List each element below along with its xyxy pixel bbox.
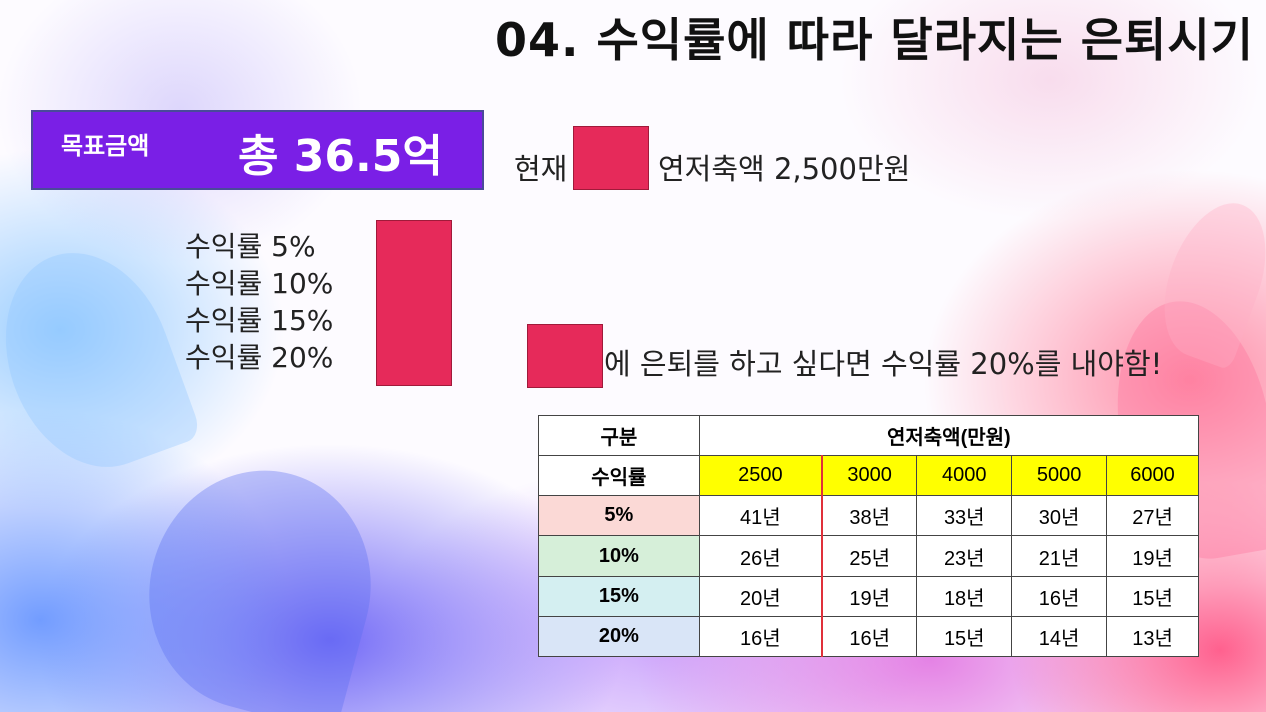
rate-blank-box [376, 220, 452, 386]
current-blank-box [573, 126, 649, 190]
corner-header: 구분 [538, 414, 700, 457]
savings-header: 2500 [698, 455, 823, 497]
rate-item: 수익률 15% [185, 304, 334, 337]
years-cell: 15년 [1106, 575, 1199, 617]
savings-header: 6000 [1106, 455, 1199, 497]
years-cell: 19년 [1106, 535, 1199, 577]
conclusion-blank-box [527, 324, 603, 388]
goal-label: 목표금액 [61, 132, 150, 160]
years-cell: 16년 [1011, 575, 1108, 617]
goal-amount-box: 목표금액 총 36.5억 [31, 110, 484, 190]
years-cell: 14년 [1011, 615, 1108, 658]
savings-group-header: 연저축액(만원) [698, 414, 1200, 457]
years-cell: 27년 [1106, 495, 1199, 537]
years-cell: 16년 [821, 615, 918, 658]
goal-value: 총 36.5억 [238, 131, 443, 182]
years-cell: 30년 [1011, 495, 1108, 537]
conclusion-text: 에 은퇴를 하고 싶다면 수익률 20%를 내야함! [604, 347, 1163, 381]
savings-header: 3000 [821, 455, 918, 497]
rate-cell: 5% [538, 495, 700, 537]
current-prefix: 현재 [514, 152, 568, 186]
years-cell: 18년 [916, 575, 1013, 617]
rate-item: 수익률 10% [185, 267, 334, 300]
years-cell: 15년 [916, 615, 1013, 658]
rate-item: 수익률 20% [185, 341, 334, 374]
rate-cell: 10% [538, 535, 700, 577]
years-cell: 25년 [821, 535, 918, 577]
years-cell: 19년 [821, 575, 918, 617]
current-savings-text: 연저축액 2,500만원 [658, 152, 911, 186]
years-cell: 38년 [821, 495, 918, 537]
years-cell: 23년 [916, 535, 1013, 577]
years-cell: 41년 [698, 495, 823, 537]
rate-cell: 15% [538, 575, 700, 617]
table-row: 20% 16년 16년 15년 14년 13년 [538, 615, 1199, 658]
years-cell: 16년 [698, 615, 823, 658]
rate-item: 수익률 5% [185, 230, 316, 263]
years-cell: 33년 [916, 495, 1013, 537]
table-row: 15% 20년 19년 18년 16년 15년 [538, 575, 1199, 617]
page-title: 04. 수익률에 따라 달라지는 은퇴시기 [494, 13, 1254, 67]
years-cell: 20년 [698, 575, 823, 617]
table-row: 5% 41년 38년 33년 30년 27년 [538, 495, 1199, 537]
rate-cell: 20% [538, 615, 700, 658]
years-cell: 13년 [1106, 615, 1199, 658]
years-cell: 26년 [698, 535, 823, 577]
savings-header: 5000 [1011, 455, 1108, 497]
table-row: 10% 26년 25년 23년 21년 19년 [538, 535, 1199, 577]
savings-header: 4000 [916, 455, 1013, 497]
rate-list: 수익률 5% 수익률 10% 수익률 15% 수익률 20% [185, 228, 333, 376]
years-cell: 21년 [1011, 535, 1108, 577]
retirement-table: 구분 연저축액(만원) 수익률 2500 3000 4000 5000 6000… [538, 414, 1200, 658]
rate-header: 수익률 [538, 455, 700, 497]
